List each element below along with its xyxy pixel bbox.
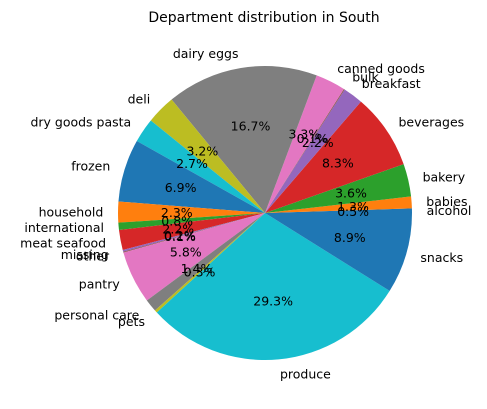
pie-percent-label: 6.9% <box>165 180 197 195</box>
pie-category-label: personal care <box>54 307 139 322</box>
pie-percent-label: 1.4% <box>181 261 213 276</box>
pie-category-label: bulk <box>352 69 379 84</box>
pie-slice-dairy-eggs <box>171 66 317 213</box>
pie-category-label: deli <box>128 92 151 107</box>
pie-category-label: dairy eggs <box>173 46 239 61</box>
pie-slice-produce <box>156 213 390 360</box>
pie-slice-bulk <box>265 88 345 213</box>
pie-percent-label: 0.3% <box>184 265 216 280</box>
pie-percent-label: 8.3% <box>322 156 354 171</box>
pie-category-label: bakery <box>423 169 466 184</box>
pie-slice-other <box>123 213 266 253</box>
pie-category-label: alcohol <box>427 203 472 218</box>
pie-percent-label: 0.1% <box>164 229 196 244</box>
pie-slice-babies <box>265 196 412 213</box>
pie-category-label: snacks <box>420 250 463 265</box>
pie-percent-label: 3.3% <box>289 127 321 142</box>
pie-category-label: produce <box>280 367 331 382</box>
pie-slice-dry-goods-pasta <box>136 120 265 213</box>
pie-slices <box>117 66 413 360</box>
pie-slice-deli <box>150 99 265 213</box>
pie-percent-label: 2.7% <box>176 156 208 171</box>
pie-percent-label: 0.8% <box>161 214 193 229</box>
pie-percent-label: 2.2% <box>162 222 194 237</box>
pie-category-label: dry goods pasta <box>30 115 131 130</box>
pie-percent-label: 2.3% <box>161 205 193 220</box>
pie-percent-label: 1.3% <box>337 199 369 214</box>
pie-slice-canned-goods <box>265 75 344 213</box>
pie-percent-label: 2.2% <box>302 135 334 150</box>
pie-slice-pantry <box>123 213 266 301</box>
pie-category-label: other <box>76 249 110 264</box>
pie-slice-missing <box>122 213 265 252</box>
pie-percent-labels: 0.5%1.3%3.6%8.3%2.2%0.1%3.3%16.7%3.2%2.7… <box>161 118 369 308</box>
pie-percent-label: 16.7% <box>231 118 271 133</box>
pie-percent-label: 3.2% <box>187 143 219 158</box>
pie-slice-personal-care <box>146 213 265 311</box>
pie-slice-bakery <box>265 164 412 213</box>
pie-category-label: household <box>39 204 104 219</box>
pie-category-label: frozen <box>71 158 110 173</box>
pie-percent-label: 0.1% <box>297 131 329 146</box>
pie-category-label: breakfast <box>362 76 421 91</box>
pie-percent-label: 5.8% <box>170 244 202 259</box>
pie-slice-snacks <box>265 213 412 291</box>
pie-slice-pets <box>154 213 265 313</box>
pie-percent-label: 8.9% <box>334 230 366 245</box>
pie-slice-alcohol <box>265 208 413 213</box>
pie-percent-label: 0.5% <box>337 204 369 219</box>
pie-percent-label: 29.3% <box>253 293 293 308</box>
pie-category-label: pets <box>118 314 145 329</box>
pie-percent-label: 0.2% <box>164 228 196 243</box>
pie-slice-household <box>117 201 265 223</box>
pie-category-label: canned goods <box>337 61 425 76</box>
pie-category-label: missing <box>61 247 109 262</box>
pie-slice-beverages <box>265 101 404 213</box>
pie-category-label: pantry <box>79 277 121 292</box>
pie-slice-meat-seafood <box>118 213 266 250</box>
pie-percent-label: 3.6% <box>335 186 367 201</box>
pie-slice-breakfast <box>265 89 361 213</box>
pie-category-label: beverages <box>399 114 465 129</box>
pie-slice-frozen <box>118 141 266 213</box>
pie-category-label: babies <box>426 194 467 209</box>
chart-title: Department distribution in South <box>148 10 379 26</box>
pie-slice-international <box>118 213 265 231</box>
pie-category-label: meat seafood <box>20 235 106 250</box>
pie-category-label: international <box>24 220 104 235</box>
